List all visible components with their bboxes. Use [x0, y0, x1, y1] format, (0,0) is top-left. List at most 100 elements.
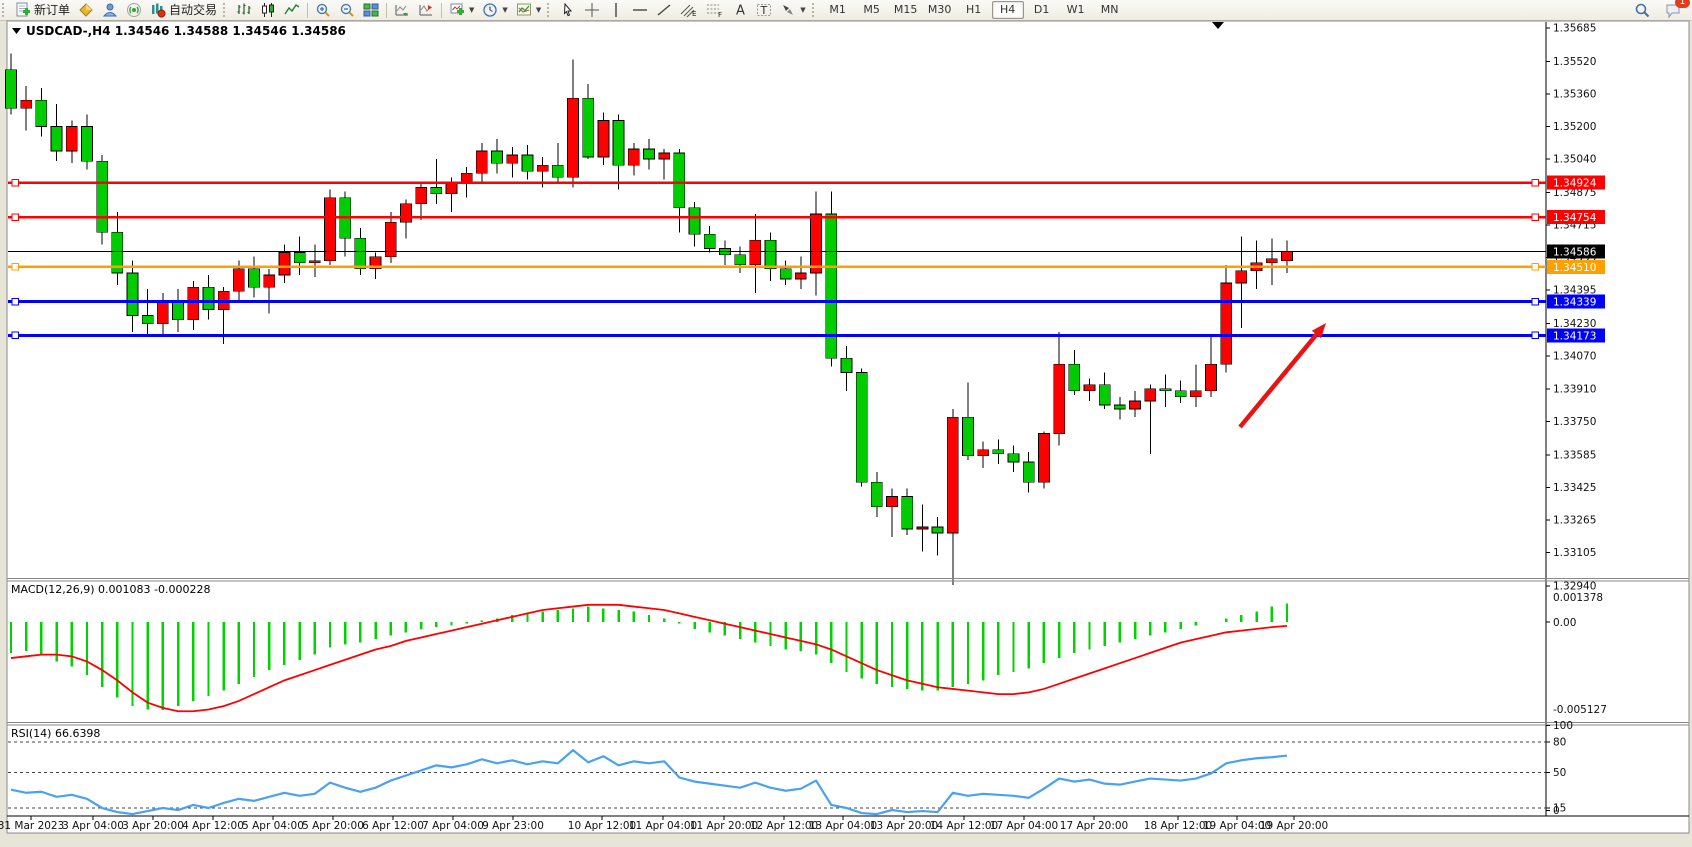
candle-body	[597, 120, 610, 158]
price-badge-value: 1.34754	[1553, 212, 1597, 224]
channel-button[interactable]: E	[676, 0, 702, 20]
candle-body	[612, 120, 625, 166]
dropdown-arrow-icon: ▼	[469, 6, 475, 14]
toolbar-grip[interactable]	[223, 3, 230, 17]
price-badge	[1547, 259, 1605, 274]
timeframe-button-w1[interactable]: W1	[1066, 3, 1085, 16]
annotation-arrow[interactable]	[1238, 333, 1319, 429]
dropdown-arrow-icon: ▼	[535, 6, 542, 14]
price-chart-svg[interactable]: USDCAD-,H4 1.34546 1.34588 1.34546 1.345…	[0, 20, 1692, 847]
line-handle[interactable]	[11, 263, 19, 271]
price-axis-label: 1.32940	[1553, 580, 1596, 592]
broadcast-button[interactable]	[122, 0, 146, 20]
timeframe-button-m5[interactable]: M5	[863, 3, 880, 16]
crosshair-button[interactable]	[580, 0, 604, 20]
toolbar-grip[interactable]	[811, 3, 819, 17]
fibonacci-button[interactable]: F	[702, 0, 728, 20]
price-axis-label: 1.33750	[1553, 416, 1596, 428]
vertical-line-button[interactable]	[604, 0, 628, 20]
timeframe-button-m1[interactable]: M1	[829, 3, 846, 16]
candle-body	[35, 99, 48, 127]
toolbar-grip[interactable]	[2, 3, 9, 17]
notification-badge: 1	[1675, 0, 1690, 8]
timeframe-button-d1[interactable]: D1	[1033, 3, 1050, 16]
candle-body	[81, 126, 93, 162]
price-badge	[1547, 210, 1605, 225]
zoom-in-icon	[315, 2, 331, 18]
horizontal-line-icon	[632, 2, 648, 18]
toolbar-grip[interactable]	[547, 3, 554, 17]
scroll-marker-icon[interactable]	[1212, 22, 1224, 29]
candle-body	[977, 449, 990, 457]
autoscroll-button[interactable]	[390, 0, 414, 20]
timeframe-button-m30[interactable]: M30	[927, 3, 952, 16]
new-chart-button[interactable]: ▼	[445, 0, 478, 20]
chart-shift-button[interactable]	[414, 0, 438, 20]
candle-body	[946, 416, 959, 534]
metaeditor-button[interactable]	[74, 0, 98, 20]
line-handle[interactable]	[11, 297, 19, 306]
candle-body	[278, 252, 291, 276]
timeframe-button-mn[interactable]: MN	[1100, 3, 1119, 16]
time-axis-label: 4 Apr 12:00	[182, 820, 244, 832]
search-button[interactable]	[1630, 0, 1655, 20]
timeframe-button-m15[interactable]: M15	[893, 3, 918, 16]
candle-body	[795, 272, 807, 280]
text-label-button[interactable]: T	[752, 0, 776, 20]
candlestick-chart-button[interactable]	[256, 0, 280, 20]
zoom-out-button[interactable]	[335, 0, 359, 20]
line-handle[interactable]	[1531, 297, 1539, 306]
line-handle[interactable]	[1531, 263, 1539, 271]
price-axis-label: 1.35200	[1553, 121, 1596, 133]
crosshair-icon	[584, 2, 600, 18]
candle-body	[491, 150, 503, 164]
new-chart-icon	[449, 2, 465, 18]
candle-body	[734, 254, 746, 266]
tile-windows-button[interactable]	[359, 0, 383, 20]
profiles-button[interactable]: ▼	[478, 0, 511, 20]
line-handle[interactable]	[11, 331, 19, 340]
candle-body	[1144, 388, 1157, 402]
line-handle[interactable]	[1531, 331, 1539, 340]
bar-chart-button[interactable]	[232, 0, 256, 20]
horizontal-line-button[interactable]	[628, 0, 652, 20]
blue-figure-icon	[102, 2, 118, 18]
time-axis-label: 3 Apr 20:00	[122, 820, 184, 832]
candle-body	[825, 213, 838, 359]
market-button[interactable]	[98, 0, 122, 20]
candle-body	[96, 160, 108, 233]
trendline-button[interactable]	[652, 0, 676, 20]
autotrading-label: 自动交易	[169, 3, 218, 17]
zoom-in-button[interactable]	[311, 0, 335, 20]
line-chart-button[interactable]	[280, 0, 304, 20]
annotation-arrowhead[interactable]	[1311, 323, 1326, 339]
candle-body	[931, 526, 944, 534]
autoscroll-icon	[394, 2, 410, 18]
line-handle[interactable]	[1531, 178, 1539, 187]
line-handle[interactable]	[11, 213, 19, 221]
toolbar: 新订单 自动交易 ▼ ▼	[0, 0, 1692, 21]
timeframe-button-h4[interactable]: H4	[991, 1, 1024, 19]
price-axis-label: 1.34070	[1553, 351, 1596, 363]
candle-body	[886, 496, 898, 508]
vertical-line-icon	[608, 2, 624, 18]
macd-signal-line	[10, 603, 1288, 713]
notifications-button[interactable]: 1	[1661, 0, 1690, 20]
zoom-out-icon	[339, 2, 355, 18]
timeframe-button-h1[interactable]: H1	[965, 3, 982, 16]
indicators-button[interactable]: ▼	[512, 0, 545, 20]
text-button[interactable]: A	[728, 0, 752, 20]
arrows-button[interactable]: ▼	[776, 0, 809, 20]
time-axis-label: 19 Apr 20:00	[1260, 820, 1328, 832]
new-order-button[interactable]: 新订单	[11, 0, 74, 20]
line-handle[interactable]	[1531, 213, 1539, 221]
rsi-scale-label: 0	[1553, 805, 1560, 817]
candle-body	[749, 240, 762, 266]
rsi-scale-label: 50	[1553, 767, 1566, 779]
autotrading-button[interactable]: 自动交易	[146, 0, 221, 20]
line-handle[interactable]	[11, 178, 19, 187]
chart-menu-triangle-icon[interactable]	[12, 28, 21, 34]
candle-body	[962, 416, 974, 457]
candle-body	[840, 357, 853, 373]
cursor-button[interactable]	[556, 0, 580, 20]
